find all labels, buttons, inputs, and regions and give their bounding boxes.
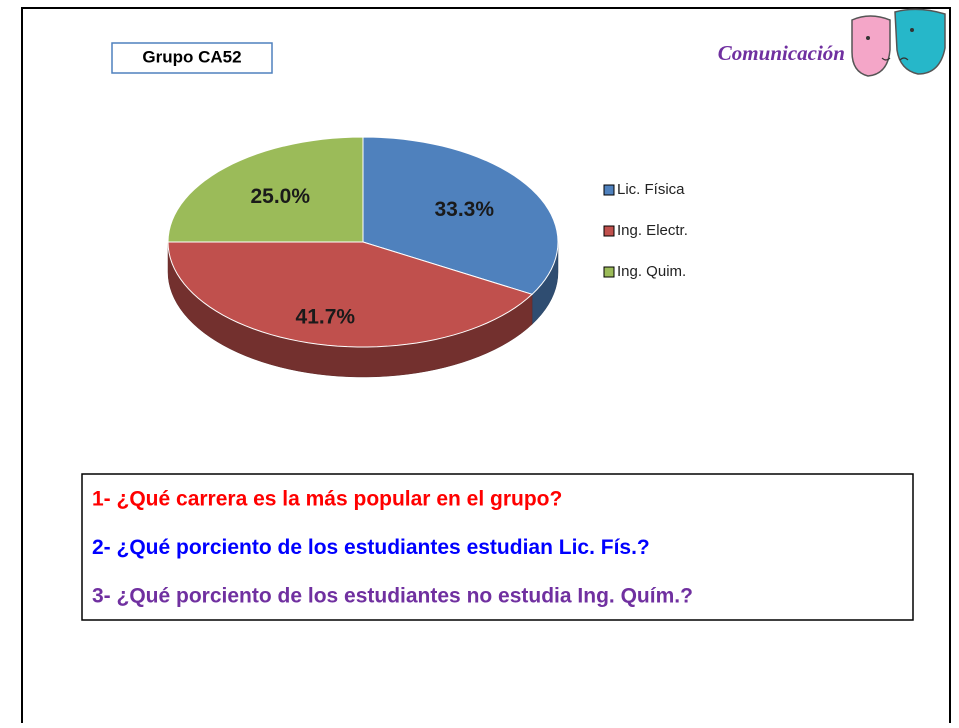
- data-label: 41.7%: [296, 306, 356, 329]
- question: 3- ¿Qué porciento de los estudiantes no …: [92, 585, 693, 608]
- legend-label: Lic. Física: [617, 181, 685, 198]
- legend-label: Ing. Electr.: [617, 222, 688, 239]
- legend-swatch: [603, 184, 615, 196]
- pie-slice: [362, 136, 559, 295]
- question: 1- ¿Qué carrera es la más popular en el …: [92, 488, 562, 511]
- masks-icon: [851, 8, 946, 77]
- questions-box: [81, 473, 914, 621]
- pie-chart: 33.3% 41.7% 25.0% Lic. Física Ing. Electr. In…: [167, 136, 688, 378]
- legend-swatch: [603, 225, 615, 237]
- group-box: [111, 42, 273, 74]
- data-label: 33.3%: [434, 198, 494, 221]
- topic-label: Comunicación: [718, 41, 845, 65]
- legend-swatch: [603, 266, 615, 278]
- question: 2- ¿Qué porciento de los estudiantes est…: [92, 536, 650, 559]
- pie-slice: [167, 136, 364, 243]
- data-label: 25.0%: [250, 185, 310, 208]
- group-label: Grupo CA52: [142, 47, 241, 66]
- pie-slice: [167, 241, 534, 348]
- legend-label: Ing. Quim.: [617, 263, 686, 280]
- slide-frame: [21, 7, 951, 728]
